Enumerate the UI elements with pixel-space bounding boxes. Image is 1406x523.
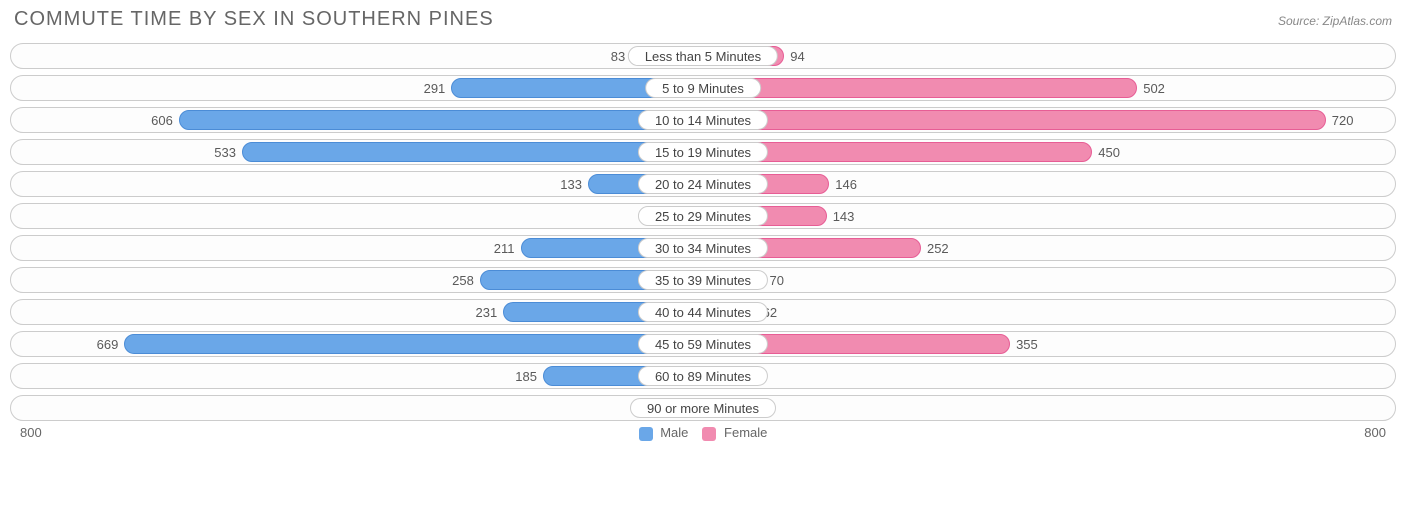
legend-swatch-male bbox=[639, 427, 653, 441]
axis-legend-row: 800 Male Female 800 bbox=[10, 421, 1396, 441]
axis-left-max: 800 bbox=[20, 425, 42, 440]
value-female: 720 bbox=[1332, 108, 1354, 134]
category-label: 20 to 24 Minutes bbox=[638, 174, 768, 194]
category-label: 30 to 34 Minutes bbox=[638, 238, 768, 258]
chart-row: 533 450 15 to 19 Minutes bbox=[10, 139, 1396, 165]
bar-female bbox=[703, 78, 1137, 98]
value-female: 502 bbox=[1143, 76, 1165, 102]
chart-source: Source: ZipAtlas.com bbox=[1278, 14, 1392, 28]
value-female: 450 bbox=[1098, 140, 1120, 166]
value-male: 258 bbox=[452, 268, 474, 294]
chart-row: 83 94 Less than 5 Minutes bbox=[10, 43, 1396, 69]
chart-row: 211 252 30 to 34 Minutes bbox=[10, 235, 1396, 261]
category-label: 15 to 19 Minutes bbox=[638, 142, 768, 162]
bar-male bbox=[124, 334, 703, 354]
value-male: 669 bbox=[97, 332, 119, 358]
diverging-bar-chart: 83 94 Less than 5 Minutes 291 502 5 to 9 Minu… bbox=[10, 43, 1396, 421]
legend-label-female: Female bbox=[724, 425, 767, 440]
chart-row: 606 720 10 to 14 Minutes bbox=[10, 107, 1396, 133]
bar-male bbox=[242, 142, 703, 162]
bar-male bbox=[179, 110, 703, 130]
value-female: 70 bbox=[770, 268, 784, 294]
chart-legend: Male Female bbox=[639, 425, 768, 441]
chart-row: 1852160 to 89 Minutes bbox=[10, 363, 1396, 389]
value-male: 185 bbox=[515, 364, 537, 390]
chart-row: 102290 or more Minutes bbox=[10, 395, 1396, 421]
value-male: 231 bbox=[475, 300, 497, 326]
chart-row: 133 146 20 to 24 Minutes bbox=[10, 171, 1396, 197]
category-label: 25 to 29 Minutes bbox=[638, 206, 768, 226]
category-label: 5 to 9 Minutes bbox=[645, 78, 761, 98]
chart-row: 2316240 to 44 Minutes bbox=[10, 299, 1396, 325]
legend-item-female: Female bbox=[702, 425, 767, 441]
chart-row: 258 7035 to 39 Minutes bbox=[10, 267, 1396, 293]
category-label: 40 to 44 Minutes bbox=[638, 302, 768, 322]
value-female: 355 bbox=[1016, 332, 1038, 358]
bar-female bbox=[703, 110, 1326, 130]
value-male: 133 bbox=[560, 172, 582, 198]
value-female: 94 bbox=[790, 44, 804, 70]
value-male: 211 bbox=[494, 236, 515, 262]
chart-row: 4914325 to 29 Minutes bbox=[10, 203, 1396, 229]
legend-item-male: Male bbox=[639, 425, 689, 441]
category-label: Less than 5 Minutes bbox=[628, 46, 778, 66]
legend-swatch-female bbox=[702, 427, 716, 441]
category-label: 35 to 39 Minutes bbox=[638, 270, 768, 290]
chart-row: 669 355 45 to 59 Minutes bbox=[10, 331, 1396, 357]
value-male: 533 bbox=[214, 140, 236, 166]
value-female: 146 bbox=[835, 172, 857, 198]
value-male: 83 bbox=[611, 44, 625, 70]
legend-label-male: Male bbox=[660, 425, 688, 440]
value-female: 252 bbox=[927, 236, 949, 262]
value-male: 606 bbox=[151, 108, 173, 134]
value-female: 143 bbox=[833, 204, 855, 230]
category-label: 90 or more Minutes bbox=[630, 398, 776, 418]
axis-right-max: 800 bbox=[1364, 425, 1386, 440]
chart-header: Commute Time by Sex in Southern Pines So… bbox=[10, 8, 1396, 31]
category-label: 60 to 89 Minutes bbox=[638, 366, 768, 386]
value-male: 291 bbox=[424, 76, 446, 102]
category-label: 45 to 59 Minutes bbox=[638, 334, 768, 354]
chart-title: Commute Time by Sex in Southern Pines bbox=[14, 8, 494, 31]
chart-row: 291 502 5 to 9 Minutes bbox=[10, 75, 1396, 101]
category-label: 10 to 14 Minutes bbox=[638, 110, 768, 130]
